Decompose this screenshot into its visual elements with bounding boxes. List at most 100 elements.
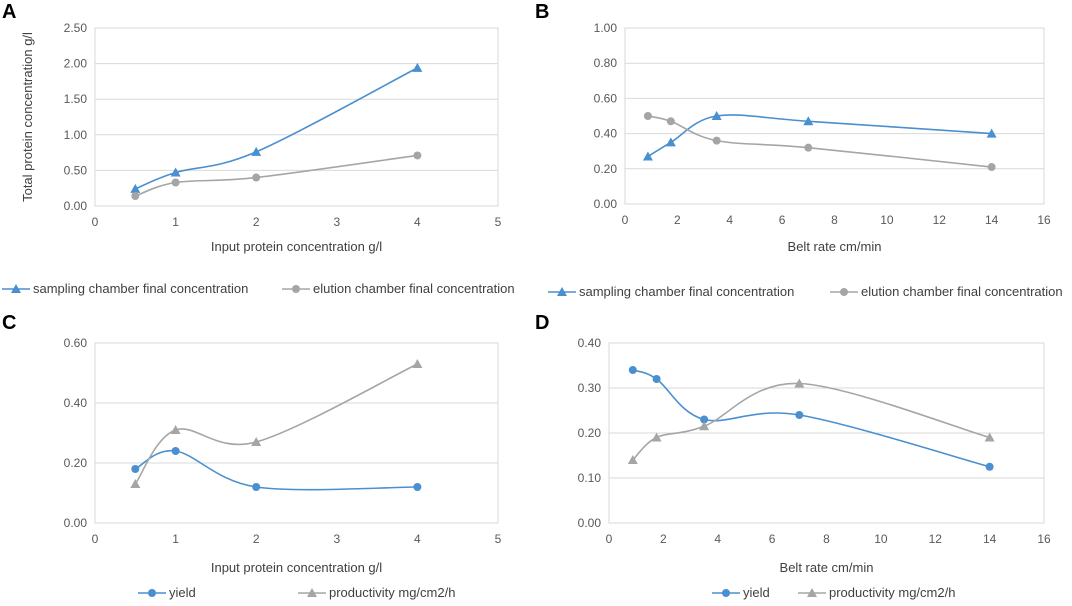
- legend: sampling chamber final concentration elut…: [548, 284, 1063, 299]
- data-point: [652, 375, 661, 383]
- data-point: [804, 143, 813, 152]
- x-tick-label: 2: [660, 532, 667, 546]
- panel-d: D 0.00 0.10 0.20 0.30 0.40 0 2 4 6 8 10 12 14 16 Belt r…: [535, 312, 1051, 600]
- legend-entry: sampling chamber final concentration: [548, 284, 794, 299]
- data-point: [803, 116, 814, 126]
- x-tick-label: 2: [253, 532, 260, 546]
- legend: yield productivity mg/cm2/h: [712, 585, 955, 600]
- data-point: [628, 366, 637, 374]
- panel-letter: C: [2, 312, 16, 334]
- plot-frame: [624, 27, 1045, 205]
- x-axis-title: Belt rate cm/min: [788, 239, 882, 254]
- legend-entry: yield: [712, 585, 770, 600]
- data-point: [642, 151, 653, 161]
- legend-marker: [722, 589, 730, 597]
- series-line: [135, 154, 418, 197]
- x-axis-title: Input protein concentration g/l: [211, 560, 382, 575]
- legend: sampling chamber final concentration elut…: [2, 281, 515, 296]
- y-tick-label: 0.60: [64, 336, 88, 350]
- x-tick-label: 1: [172, 532, 179, 546]
- legend-marker: [148, 589, 156, 597]
- x-tick-label: 5: [495, 215, 502, 229]
- data-point: [795, 411, 804, 419]
- x-tick-label: 4: [726, 213, 733, 227]
- x-tick-label: 5: [495, 532, 502, 546]
- y-tick-label: 0.00: [64, 516, 88, 530]
- series-line: [134, 449, 418, 491]
- x-tick-label: 10: [874, 532, 888, 546]
- data-point: [794, 378, 805, 388]
- y-tick-label: 0.60: [594, 91, 618, 105]
- data-point: [131, 192, 140, 201]
- x-tick-label: 10: [880, 213, 894, 227]
- x-tick-label: 4: [414, 215, 421, 229]
- x-axis-title: Belt rate cm/min: [780, 560, 874, 575]
- y-tick-label: 0.20: [578, 426, 602, 440]
- data-point: [627, 455, 638, 464]
- x-tick-label: 14: [985, 213, 999, 227]
- panel-letter: B: [535, 1, 549, 23]
- legend-label: elution chamber final concentration: [861, 284, 1063, 299]
- panel-b: B 0.00 0.20 0.40 0.60 0.80 1.00 0 2 4 6 8 10 12 14 16 Be…: [535, 1, 1063, 299]
- y-tick-label: 1.00: [594, 21, 618, 35]
- series-line: [134, 363, 418, 485]
- y-axis-title: Total protein concentration g/l: [20, 32, 35, 202]
- data-point: [130, 183, 141, 193]
- data-point: [130, 479, 141, 488]
- legend-entry: yield: [138, 585, 196, 600]
- x-tick-label: 12: [929, 532, 943, 546]
- x-tick-label: 6: [769, 532, 776, 546]
- legend-entry: elution chamber final concentration: [282, 281, 515, 296]
- series-2: [130, 359, 423, 488]
- legend-label: yield: [743, 585, 770, 600]
- data-point: [412, 62, 423, 72]
- y-tick-label: 1.00: [64, 128, 88, 142]
- data-point: [651, 432, 662, 442]
- legend-label: elution chamber final concentration: [313, 281, 515, 296]
- data-point: [171, 447, 180, 455]
- data-point: [413, 483, 422, 491]
- series-1: [131, 447, 422, 491]
- panel-c: C 0.00 0.20 0.40 0.60 0 1 2 3 4 5 Input protein con…: [2, 312, 502, 600]
- series-2: [627, 378, 995, 464]
- data-point: [252, 483, 261, 491]
- x-tick-label: 0: [622, 213, 629, 227]
- x-tick-label: 4: [414, 532, 421, 546]
- y-tick-label: 1.50: [64, 92, 88, 106]
- x-tick-label: 4: [714, 532, 721, 546]
- y-tick-label: 0.80: [594, 56, 618, 70]
- data-point: [665, 137, 676, 147]
- data-point: [413, 151, 422, 160]
- data-point: [986, 128, 997, 138]
- series-2: [643, 112, 996, 172]
- legend-label: sampling chamber final concentration: [579, 284, 794, 299]
- y-tick-label: 0.00: [64, 199, 88, 213]
- legend-entry: sampling chamber final concentration: [2, 281, 248, 296]
- x-tick-label: 3: [333, 532, 340, 546]
- data-point: [252, 173, 261, 182]
- data-point: [170, 167, 181, 177]
- y-tick-label: 0.10: [578, 471, 602, 485]
- x-tick-label: 16: [1037, 213, 1051, 227]
- y-tick-label: 0.00: [578, 516, 602, 530]
- y-tick-label: 0.20: [64, 456, 88, 470]
- x-tick-label: 1: [172, 215, 179, 229]
- legend-marker: [807, 588, 817, 597]
- data-point: [700, 415, 709, 424]
- panel-a: A 0.00 0.50 1.00 1.50 2.00 2.50 0 1 2 3 4 5 Input pro…: [2, 1, 515, 296]
- legend: yield productivity mg/cm2/h: [138, 585, 455, 600]
- series-line: [632, 382, 990, 461]
- y-tick-label: 0.30: [578, 381, 602, 395]
- series-2: [131, 151, 422, 201]
- legend-marker: [307, 588, 317, 597]
- data-point: [170, 425, 181, 434]
- x-axis-title: Input protein concentration g/l: [211, 239, 382, 254]
- series-1: [130, 62, 423, 193]
- legend-label: sampling chamber final concentration: [33, 281, 248, 296]
- y-tick-label: 0.50: [64, 163, 88, 177]
- data-point: [666, 117, 675, 126]
- data-point: [643, 112, 652, 120]
- data-point: [987, 163, 996, 172]
- data-point: [984, 432, 995, 442]
- x-tick-label: 8: [831, 213, 838, 227]
